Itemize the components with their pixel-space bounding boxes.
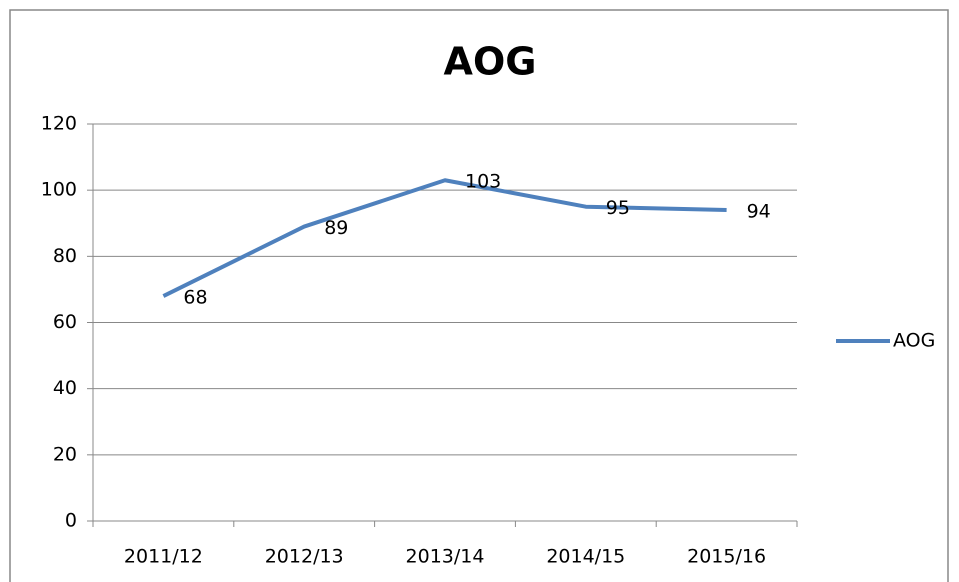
y-tick-label: 100	[41, 179, 77, 201]
data-label: 89	[324, 217, 348, 239]
y-tick-label: 20	[53, 443, 77, 465]
x-tick-label: 2012/13	[265, 546, 344, 568]
data-label: 95	[606, 197, 630, 219]
data-line	[162, 178, 727, 298]
x-tick-label: 2013/14	[406, 546, 485, 568]
y-tick-label: 120	[41, 113, 77, 135]
x-tick-label: 2015/16	[687, 546, 766, 568]
y-tick-label: 80	[53, 245, 77, 267]
chart-border	[9, 9, 949, 582]
y-tick-label: 0	[65, 510, 77, 532]
legend-label: AOG	[893, 330, 935, 352]
chart-title: AOG	[444, 40, 537, 84]
x-tick-label: 2014/15	[546, 546, 625, 568]
data-label: 94	[747, 201, 771, 223]
x-tick-label: 2011/12	[124, 546, 203, 568]
data-label: 103	[465, 171, 501, 193]
data-label: 68	[183, 287, 207, 309]
y-tick-label: 40	[53, 377, 77, 399]
y-tick-label: 60	[53, 311, 77, 333]
